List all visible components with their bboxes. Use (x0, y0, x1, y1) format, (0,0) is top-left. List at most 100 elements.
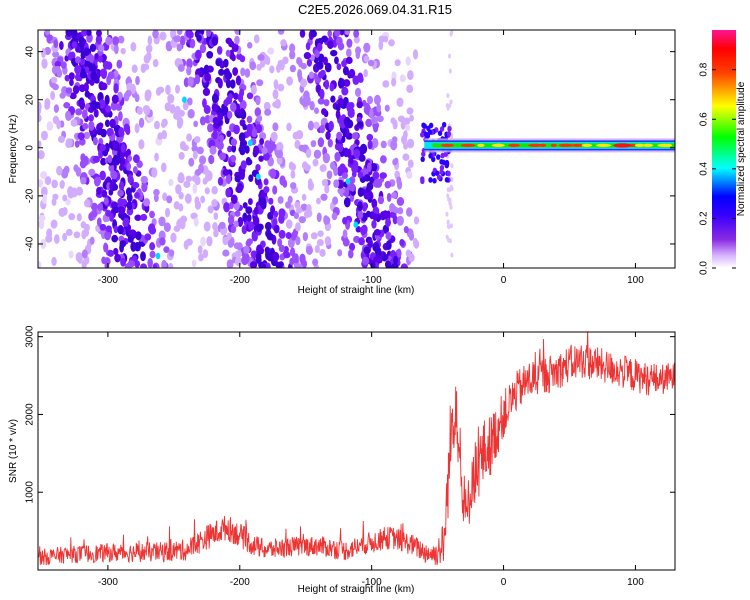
spectrogram-cell (390, 139, 398, 151)
spectrogram-cell (341, 60, 347, 68)
line-signal-peak (477, 143, 485, 147)
spectrogram-cell (277, 59, 285, 67)
spectrogram-cell (305, 245, 313, 255)
spectrogram-cell (437, 130, 443, 137)
spectrogram-cell (238, 132, 246, 143)
spectrogram-cell (112, 36, 120, 46)
spectrogram-cell (203, 221, 211, 232)
spectrogram-cell (175, 184, 182, 195)
spectrogram-cell (405, 56, 411, 66)
spectrogram-cell (341, 86, 349, 96)
spectrogram-cell (319, 88, 325, 100)
spectrogram-cell (100, 157, 107, 166)
spectrogram-cell (352, 75, 360, 86)
spectrogram-cell (50, 76, 58, 84)
spectrogram-cell (84, 90, 91, 98)
spectrogram-cell (316, 238, 324, 247)
spectrogram-cell (334, 56, 339, 65)
spectrogram-cell (187, 109, 195, 119)
snr-x-tick-label: 0 (501, 577, 507, 588)
spectrogram-cell (326, 170, 333, 180)
spectrogram-cell (242, 212, 248, 223)
spectrogram-cell (355, 226, 362, 233)
spectrogram-cell (131, 181, 140, 189)
spectrogram-cell (242, 202, 248, 209)
spectrogram-cell (408, 231, 415, 241)
spectrogram-cell (231, 144, 237, 153)
spectrogram-cell (363, 69, 368, 78)
spectrogram-cell (41, 58, 48, 69)
colorbar-tick-label: 0.0 (699, 261, 710, 275)
spectrogram-cell (127, 234, 134, 243)
spectrogram-cell (234, 256, 242, 267)
spectrogram-cell (355, 50, 361, 59)
colorbar-tick-label: 0.6 (699, 112, 710, 126)
spectrogram-cell (314, 244, 320, 254)
spectrogram-cell (312, 158, 319, 167)
colorbar-bar (712, 30, 736, 268)
spectrogram-cell (419, 131, 425, 138)
spectrogram-cell (177, 64, 185, 72)
spectrogram-cell (424, 132, 429, 138)
spectrogram-cell (84, 228, 90, 237)
spectrogram-cell (294, 201, 301, 209)
spectrogram-cell (140, 175, 148, 184)
spectrogram-cell (98, 55, 103, 63)
spectrogram-cell (346, 38, 353, 48)
spectrogram-cell (144, 91, 151, 102)
spectrogram-cell (254, 107, 262, 117)
spectrogram-cell (99, 170, 106, 181)
spectrogram-cell (447, 125, 452, 132)
spectrogram-cell (323, 216, 331, 225)
spectrogram-cell (153, 193, 159, 203)
spectrogram-x-tick-label: -100 (362, 275, 382, 286)
spectrogram-cell (372, 171, 380, 180)
spectrogram-cell (367, 59, 375, 67)
spectrogram-cell (186, 58, 193, 69)
spectrogram-cell (239, 88, 245, 97)
spectrogram-cell (70, 118, 78, 127)
line-signal-max (613, 143, 632, 148)
spectrogram-cell (173, 201, 180, 210)
spectrogram-cell (97, 203, 104, 211)
spectrogram-cell (83, 199, 91, 208)
spectrogram-cell (339, 30, 345, 36)
spectrogram-cell (211, 186, 218, 195)
spectrogram-cell (256, 115, 263, 122)
spectrogram-cell (119, 240, 127, 248)
spectrogram-cell (204, 187, 210, 195)
spectrogram-cell (439, 126, 445, 132)
spectrogram-cell (109, 212, 114, 222)
spectrogram-cell (356, 101, 363, 109)
spectrogram-cell (118, 126, 125, 138)
spectrogram-cell (98, 44, 105, 52)
spectrogram-cell (58, 207, 66, 218)
spectrogram-cell (157, 86, 165, 94)
spectrogram-cell (151, 167, 158, 178)
spectrogram-cell (299, 253, 306, 264)
spectrogram-cell (88, 168, 96, 176)
spectrogram-cell (80, 51, 86, 60)
spectrogram-cell (218, 134, 225, 143)
spectrogram-cell (357, 187, 364, 198)
spectrogram-cell (370, 163, 378, 172)
spectrogram-cell (182, 101, 189, 111)
spectrogram-cell (337, 78, 345, 89)
spectrogram-cell (278, 229, 286, 239)
spectrogram-cell (45, 234, 53, 243)
spectrogram-cell (113, 83, 119, 94)
spectrogram-cell (52, 193, 59, 201)
spectrogram-cell (199, 43, 207, 54)
spectrogram-y-tick-label: 40 (25, 46, 36, 58)
spectrogram-cell (286, 76, 293, 86)
spectrogram-cell (53, 234, 60, 244)
spectrogram-cell (75, 252, 83, 263)
spectrogram-cell (323, 99, 330, 107)
spectrogram-cell (226, 232, 232, 240)
spectrogram-cell (328, 120, 334, 131)
spectrogram-cell (394, 59, 401, 67)
spectrogram-cell (120, 143, 126, 153)
spectrogram-cell (223, 202, 231, 213)
spectrogram-cell (393, 255, 399, 266)
